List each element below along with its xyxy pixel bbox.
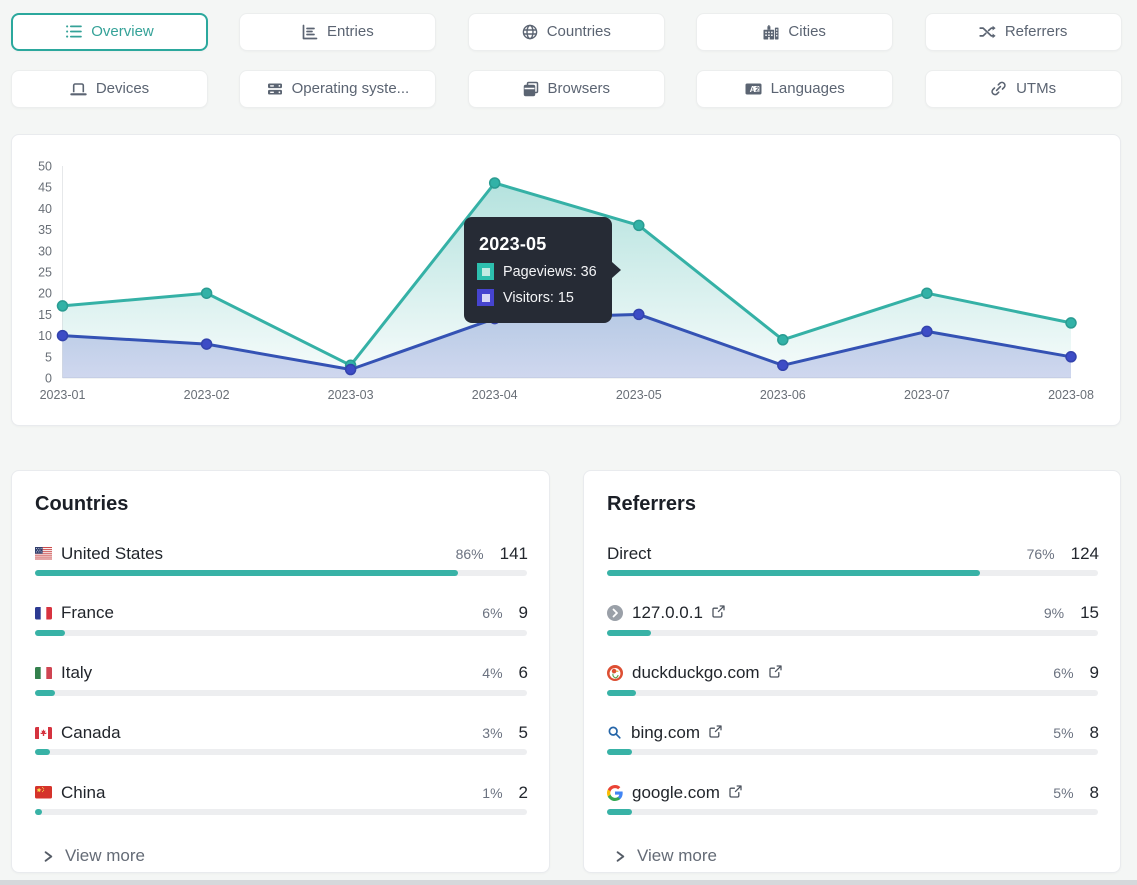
svg-text:10: 10 (38, 329, 52, 343)
svg-text:2023-03: 2023-03 (328, 388, 374, 402)
svg-text:2023-04: 2023-04 (472, 388, 518, 402)
svg-text:15: 15 (38, 308, 52, 322)
svg-text:40: 40 (38, 202, 52, 216)
svg-text:2023-02: 2023-02 (184, 388, 230, 402)
svg-text:2023-06: 2023-06 (760, 388, 806, 402)
svg-text:30: 30 (38, 244, 52, 258)
svg-text:5: 5 (45, 350, 52, 364)
svg-text:45: 45 (38, 181, 52, 195)
svg-text:A: A (749, 84, 755, 94)
svg-text:20: 20 (38, 287, 52, 301)
svg-text:2: 2 (755, 86, 759, 93)
svg-text:2023-01: 2023-01 (40, 388, 86, 402)
svg-text:2023-07: 2023-07 (904, 388, 950, 402)
svg-text:2023-08: 2023-08 (1048, 388, 1094, 402)
svg-text:2023-05: 2023-05 (616, 388, 662, 402)
svg-text:25: 25 (38, 266, 52, 280)
svg-text:50: 50 (38, 160, 52, 174)
svg-text:35: 35 (38, 223, 52, 237)
svg-text:0: 0 (45, 372, 52, 386)
